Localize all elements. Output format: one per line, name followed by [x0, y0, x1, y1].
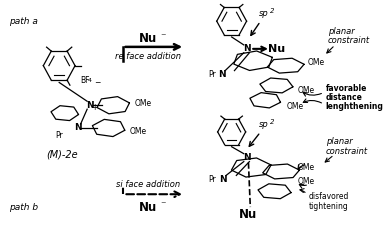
- Text: (M)-2e: (M)-2e: [46, 150, 78, 160]
- Text: favorable: favorable: [326, 84, 367, 93]
- Text: +: +: [91, 103, 98, 112]
- Text: OMe: OMe: [307, 58, 324, 67]
- Text: Nu: Nu: [239, 208, 258, 220]
- Text: ⁻: ⁻: [161, 200, 166, 210]
- Text: N: N: [243, 44, 250, 53]
- Text: OMe: OMe: [135, 99, 152, 108]
- Text: disfavored: disfavored: [309, 192, 349, 201]
- Text: BF: BF: [81, 76, 90, 85]
- Text: N: N: [220, 175, 227, 184]
- Text: planar: planar: [328, 26, 354, 36]
- Text: 4: 4: [88, 78, 92, 83]
- Text: OMe: OMe: [287, 102, 304, 111]
- Text: Nu: Nu: [268, 44, 285, 54]
- Text: 2: 2: [270, 119, 274, 125]
- Text: lenghthening: lenghthening: [326, 102, 384, 111]
- Text: OMe: OMe: [130, 128, 147, 136]
- Text: ⁻: ⁻: [161, 32, 166, 42]
- Text: re face addition: re face addition: [115, 52, 181, 61]
- Text: N: N: [243, 153, 250, 162]
- Text: Pr: Pr: [209, 175, 216, 184]
- Text: OMe: OMe: [298, 86, 315, 95]
- Text: N: N: [86, 101, 94, 110]
- Text: Pr: Pr: [55, 132, 63, 140]
- Text: N: N: [74, 124, 82, 132]
- Text: Nu: Nu: [139, 32, 157, 46]
- Text: OMe: OMe: [298, 177, 315, 186]
- Text: Nu: Nu: [139, 200, 157, 213]
- Text: sp: sp: [259, 120, 269, 128]
- Text: path a: path a: [9, 17, 38, 26]
- Text: si face addition: si face addition: [116, 180, 180, 189]
- Text: constraint: constraint: [328, 36, 370, 46]
- Text: tightening: tightening: [309, 202, 349, 210]
- Text: constraint: constraint: [326, 147, 368, 156]
- Text: planar: planar: [326, 137, 352, 146]
- Text: sp: sp: [259, 9, 269, 18]
- Text: OMe: OMe: [298, 163, 315, 172]
- Text: N: N: [218, 70, 226, 79]
- Text: Pr: Pr: [209, 70, 216, 79]
- Text: path b: path b: [9, 202, 38, 211]
- Text: −: −: [94, 78, 100, 88]
- Text: 2: 2: [270, 8, 274, 14]
- Text: distance: distance: [326, 93, 363, 102]
